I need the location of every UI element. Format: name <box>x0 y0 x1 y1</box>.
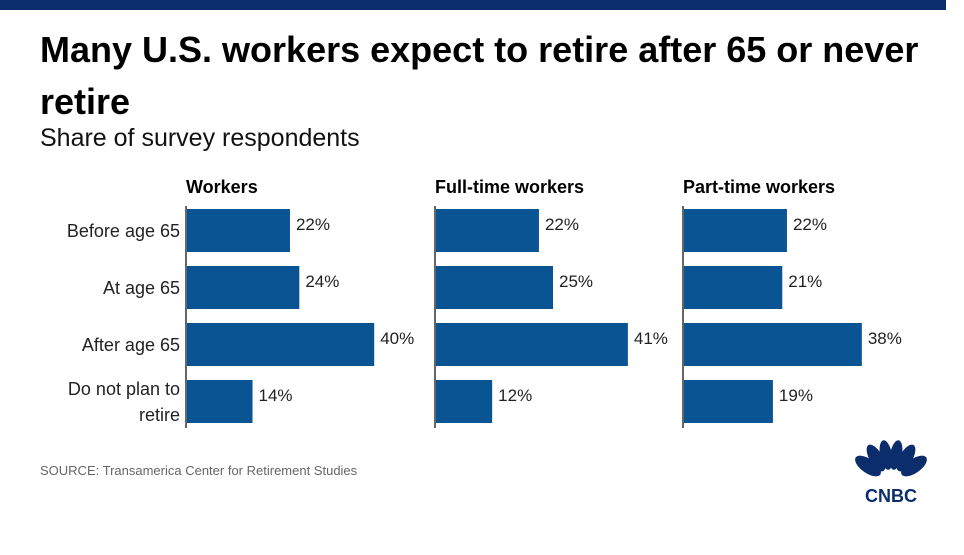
category-label-line: Do not plan to <box>67 378 180 399</box>
bar <box>436 380 493 423</box>
bar <box>684 380 773 423</box>
category-label-line: retire <box>138 404 180 425</box>
bar <box>684 323 862 366</box>
data-label: 25% <box>559 272 593 291</box>
category-label: After age 65 <box>20 332 180 358</box>
chart-subtitle: Share of survey respondents <box>40 124 360 152</box>
data-label: 12% <box>498 386 532 405</box>
data-label: 22% <box>793 215 827 234</box>
category-label: Do not plan to retire <box>20 376 180 428</box>
bar <box>436 323 628 366</box>
data-label: 22% <box>296 215 330 234</box>
category-label: At age 65 <box>20 275 180 301</box>
category-label-line: Before age 65 <box>66 220 180 241</box>
bar <box>436 266 553 309</box>
bar <box>684 209 787 252</box>
panel-title: Full-time workers <box>435 177 585 197</box>
panel-title: Part-time workers <box>683 177 836 197</box>
data-label: 40% <box>380 329 414 348</box>
data-label: 24% <box>305 272 339 291</box>
bar <box>436 209 539 252</box>
bar <box>187 323 375 366</box>
bar <box>684 266 783 309</box>
data-label: 21% <box>788 272 822 291</box>
source-note: SOURCE: Transamerica Center for Retireme… <box>40 463 358 478</box>
data-label: 22% <box>545 215 579 234</box>
data-label: 19% <box>779 386 813 405</box>
cnbc-peacock-logo: CNBC <box>855 440 927 504</box>
category-label-line: At age 65 <box>102 277 180 298</box>
panel-title: Workers <box>186 177 258 197</box>
svg-text:CNBC: CNBC <box>865 486 917 504</box>
bar <box>187 209 290 252</box>
data-label: 14% <box>259 386 293 405</box>
chart-title: Many U.S. workers expect to retire after… <box>40 29 919 122</box>
bar <box>187 266 300 309</box>
top-accent-bar <box>0 0 946 10</box>
category-label-line: After age 65 <box>81 334 180 355</box>
data-label: 38% <box>868 329 902 348</box>
bar <box>187 380 253 423</box>
data-label: 41% <box>634 329 668 348</box>
category-label: Before age 65 <box>20 218 180 244</box>
